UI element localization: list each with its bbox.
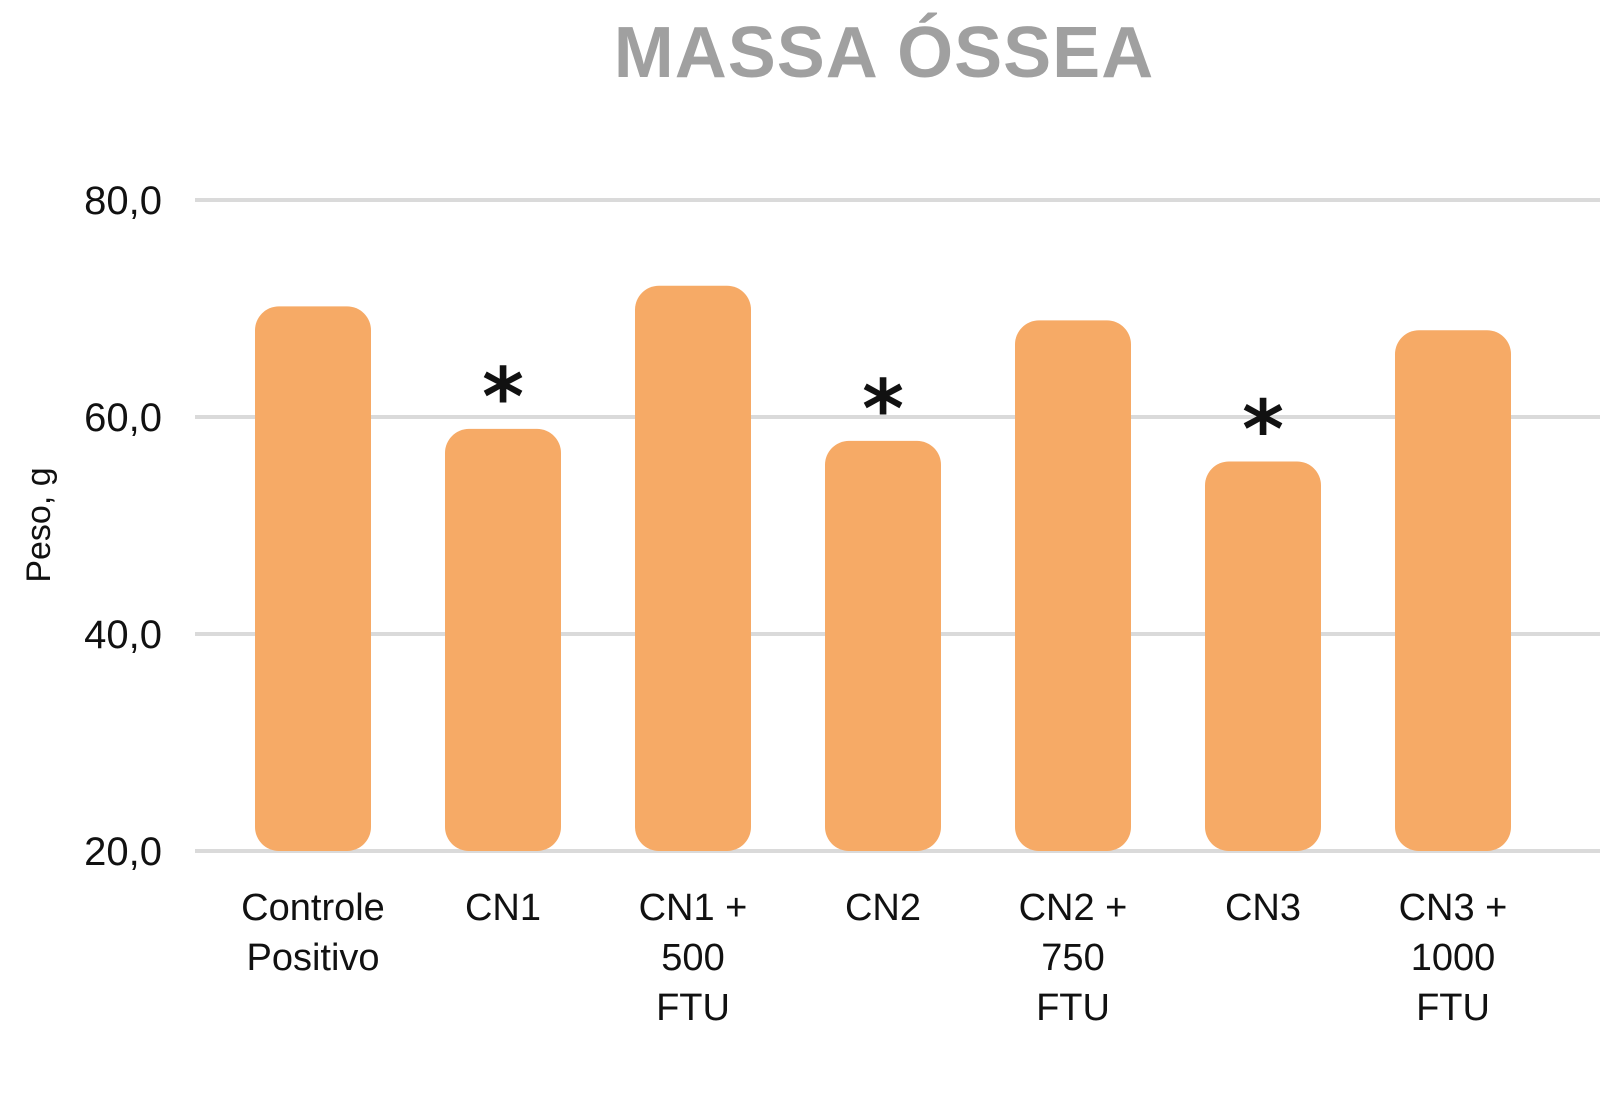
bar	[635, 285, 751, 852]
x-tick-label: CN3 +1000 FTU	[1399, 887, 1508, 1029]
bar	[1015, 320, 1131, 851]
significance-marker: *	[482, 351, 524, 444]
y-tick-label: 80,0	[84, 179, 162, 223]
y-tick-label: 60,0	[84, 396, 162, 440]
chart-title: MASSA ÓSSEA	[613, 13, 1155, 93]
bar	[255, 306, 371, 852]
bar	[1395, 330, 1511, 851]
x-tick-label: CN2	[845, 887, 921, 929]
y-axis-ticks: 20,0 40,0 60,0 80,0	[84, 179, 162, 874]
bars	[255, 285, 1511, 852]
y-tick-label: 40,0	[84, 613, 162, 657]
significance-marker: *	[1242, 383, 1284, 476]
x-tick-label: CN1 +500 FTU	[639, 887, 748, 1029]
significance-marker: *	[862, 363, 904, 456]
x-tick-label: CN2 +750 FTU	[1019, 887, 1128, 1029]
y-tick-label: 20,0	[84, 830, 162, 874]
significance-markers: * * *	[482, 351, 1284, 477]
bar	[1205, 461, 1321, 851]
x-axis-ticks: Controle Positivo CN1 CN1 +500 FTU CN2 CN2 +75…	[241, 887, 1507, 1029]
x-tick-label: Controle Positivo	[241, 887, 385, 979]
x-tick-label: CN3	[1225, 887, 1301, 929]
y-axis-label: Peso, g	[20, 467, 58, 582]
bar	[445, 428, 561, 851]
bar	[825, 440, 941, 851]
x-tick-label: CN1	[465, 887, 541, 929]
